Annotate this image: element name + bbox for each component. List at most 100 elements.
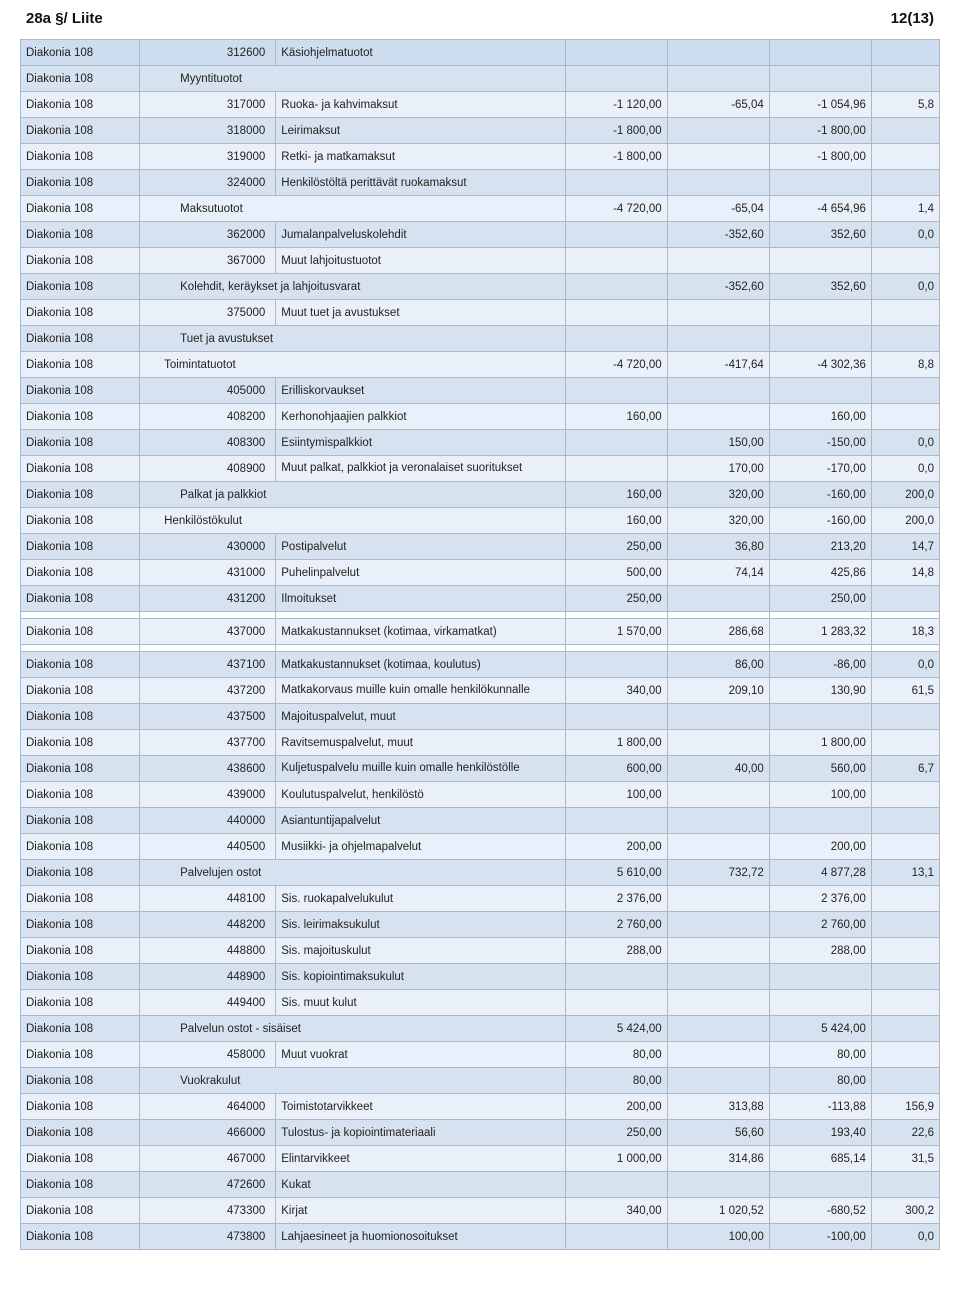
label-cell: Maksutuotot (140, 196, 565, 222)
code-cell: 408900 (140, 456, 276, 482)
value-cell: 314,86 (667, 1146, 769, 1172)
label-cell: Asiantuntijapalvelut (276, 808, 565, 834)
value-cell (565, 248, 667, 274)
gap-cell (769, 612, 871, 619)
page-header: 28a §/ Liite 12(13) (20, 10, 940, 27)
entity-cell: Diakonia 108 (21, 456, 140, 482)
value-cell: 193,40 (769, 1120, 871, 1146)
value-cell (565, 274, 667, 300)
entity-cell: Diakonia 108 (21, 1198, 140, 1224)
value-cell: -4 654,96 (769, 196, 871, 222)
value-cell: 200,0 (871, 482, 939, 508)
table-row: Diakonia 108Palvelun ostot - sisäiset5 4… (21, 1016, 940, 1042)
gap-cell (21, 612, 140, 619)
entity-cell: Diakonia 108 (21, 1120, 140, 1146)
value-cell: -86,00 (769, 652, 871, 678)
table-row: Diakonia 108437500Majoituspalvelut, muut (21, 704, 940, 730)
table-row: Diakonia 108Myyntituotot (21, 66, 940, 92)
value-cell (667, 990, 769, 1016)
table-row: Diakonia 108324000Henkilöstöltä perittäv… (21, 170, 940, 196)
gap-cell (276, 645, 565, 652)
value-cell: 160,00 (565, 508, 667, 534)
label-cell: Palkat ja palkkiot (140, 482, 565, 508)
label-cell: Lahjaesineet ja huomionosoitukset (276, 1224, 565, 1250)
entity-cell: Diakonia 108 (21, 678, 140, 704)
value-cell: 56,60 (667, 1120, 769, 1146)
value-cell: 1 800,00 (565, 730, 667, 756)
value-cell (667, 886, 769, 912)
entity-cell: Diakonia 108 (21, 1042, 140, 1068)
label-cell: Kerhonohjaajien palkkiot (276, 404, 565, 430)
entity-cell: Diakonia 108 (21, 404, 140, 430)
value-cell: -4 720,00 (565, 196, 667, 222)
value-cell: 352,60 (769, 274, 871, 300)
value-cell: 100,00 (667, 1224, 769, 1250)
value-cell: 4 877,28 (769, 860, 871, 886)
code-cell: 437200 (140, 678, 276, 704)
code-cell: 438600 (140, 756, 276, 782)
entity-cell: Diakonia 108 (21, 1094, 140, 1120)
table-row: Diakonia 108449400Sis. muut kulut (21, 990, 940, 1016)
value-cell: 0,0 (871, 274, 939, 300)
label-cell: Puhelinpalvelut (276, 560, 565, 586)
label-cell: Palvelujen ostot (140, 860, 565, 886)
code-cell: 440000 (140, 808, 276, 834)
code-cell: 437500 (140, 704, 276, 730)
value-cell: 313,88 (667, 1094, 769, 1120)
table-row: Diakonia 108Maksutuotot-4 720,00-65,04-4… (21, 196, 940, 222)
code-cell: 437000 (140, 619, 276, 645)
value-cell: 40,00 (667, 756, 769, 782)
entity-cell: Diakonia 108 (21, 586, 140, 612)
value-cell: 200,00 (769, 834, 871, 860)
value-cell: 1 000,00 (565, 1146, 667, 1172)
table-row: Diakonia 108437200Matkakorvaus muille ku… (21, 678, 940, 704)
value-cell: 209,10 (667, 678, 769, 704)
value-cell: -1 800,00 (769, 118, 871, 144)
label-cell: Sis. ruokapalvelukulut (276, 886, 565, 912)
table-row: Diakonia 108362000Jumalanpalveluskolehdi… (21, 222, 940, 248)
entity-cell: Diakonia 108 (21, 196, 140, 222)
value-cell (871, 170, 939, 196)
label-cell: Postipalvelut (276, 534, 565, 560)
value-cell: 2 760,00 (769, 912, 871, 938)
value-cell (769, 1172, 871, 1198)
entity-cell: Diakonia 108 (21, 534, 140, 560)
value-cell (565, 808, 667, 834)
value-cell: 31,5 (871, 1146, 939, 1172)
entity-cell: Diakonia 108 (21, 118, 140, 144)
code-cell: 473800 (140, 1224, 276, 1250)
value-cell: 288,00 (565, 938, 667, 964)
label-cell: Jumalanpalveluskolehdit (276, 222, 565, 248)
entity-cell: Diakonia 108 (21, 652, 140, 678)
value-cell (565, 1172, 667, 1198)
table-row: Diakonia 108448900Sis. kopiointimaksukul… (21, 964, 940, 990)
label-cell: Ilmoitukset (276, 586, 565, 612)
value-cell: 5 424,00 (769, 1016, 871, 1042)
code-cell: 319000 (140, 144, 276, 170)
value-cell (565, 652, 667, 678)
table-row: Diakonia 108Henkilöstökulut160,00320,00-… (21, 508, 940, 534)
value-cell: 250,00 (565, 586, 667, 612)
code-cell: 458000 (140, 1042, 276, 1068)
code-cell: 317000 (140, 92, 276, 118)
gap-cell (140, 612, 276, 619)
value-cell (565, 378, 667, 404)
table-row: Diakonia 108440500Musiikki- ja ohjelmapa… (21, 834, 940, 860)
code-cell: 472600 (140, 1172, 276, 1198)
value-cell (871, 404, 939, 430)
value-cell: 2 376,00 (769, 886, 871, 912)
entity-cell: Diakonia 108 (21, 560, 140, 586)
value-cell: 6,7 (871, 756, 939, 782)
label-cell: Matkakorvaus muille kuin omalle henkilök… (276, 678, 565, 704)
value-cell: 500,00 (565, 560, 667, 586)
table-row: Diakonia 108319000Retki- ja matkamaksut-… (21, 144, 940, 170)
value-cell: 1,4 (871, 196, 939, 222)
value-cell: 340,00 (565, 1198, 667, 1224)
code-cell: 448200 (140, 912, 276, 938)
value-cell: -680,52 (769, 1198, 871, 1224)
gap-cell (871, 612, 939, 619)
value-cell: 685,14 (769, 1146, 871, 1172)
value-cell (871, 248, 939, 274)
value-cell: -352,60 (667, 274, 769, 300)
entity-cell: Diakonia 108 (21, 92, 140, 118)
